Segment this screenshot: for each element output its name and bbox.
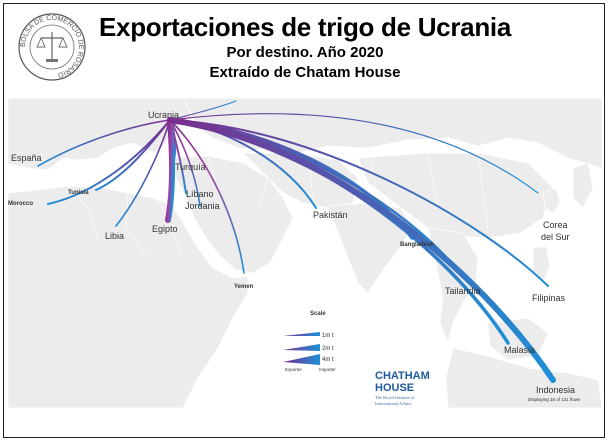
scale-legend: Scale 1m t 2m t 4m t Exporter Importer [283,311,336,372]
label-indonesia: Indonesia [536,385,575,395]
footnote: Displaying 16 of 121 flows [528,397,581,402]
flow-libia [115,119,171,227]
label-filipinas: Filipinas [532,293,566,303]
legend-item-2m: 2m t [322,346,334,352]
legend-item-4m: 4m t [322,357,334,363]
label-corea-2: del Sur [541,232,570,242]
label-ucrania: Ucrania [148,110,179,120]
flow-indonesia [167,117,556,383]
label-pakistan: Pakistán [313,210,348,220]
label-morocco: Morocco [8,201,33,207]
flow-map: Ucrania España Tunisia Morocco Libia Tur… [8,98,602,408]
landmass [8,98,602,408]
label-bangladesh: Bangladesh [400,242,434,248]
chart-title: Exportaciones de trigo de Ucrania [99,12,511,42]
label-tailandia: Tailandia [445,286,481,296]
flow-yemen [169,119,245,274]
label-libano: Líbano [186,189,214,199]
legend-item-1m: 1m t [322,333,334,339]
legend-importer: Importer [319,367,336,372]
flow-filipinas [169,119,549,287]
flow-espana [37,119,171,167]
legend-title: Scale [310,311,326,317]
chart-subtitle: Por destino. Año 2020 [226,44,384,61]
logo-line-1: CHATHAM [375,370,430,382]
label-libia: Libia [105,231,124,241]
place-labels: Ucrania España Tunisia Morocco Libia Tur… [8,110,575,395]
label-malasia: Malasia [504,345,535,355]
flow-morocco [47,119,171,205]
label-espana: España [11,153,42,163]
logo-line-2: HOUSE [375,382,414,394]
trade-flows [37,100,556,383]
label-turquia: Turquía [175,162,206,172]
flow-corea [169,113,539,194]
flow-jordania [169,119,201,207]
logo-tag-2: International Affairs [375,401,412,406]
chatham-house-logo: CHATHAM HOUSE The Royal Institute of Int… [375,370,430,406]
flow-egipto [165,117,176,223]
origin-marker [168,118,172,122]
label-egipto: Egipto [152,224,178,234]
label-jordania: Jordania [185,201,220,211]
legend-exporter: Exporter [285,367,303,372]
label-yemen: Yemen [234,284,254,290]
source-line: Extraído de Chatam House [209,64,401,81]
logo-tag-1: The Royal Institute of [375,395,415,400]
label-corea-1: Corea [543,220,568,230]
label-tunisia: Tunisia [68,190,89,196]
flow-north [169,100,237,121]
bolsa-comercio-seal: BOLSA DE COMERCIO DE ROSARIO [18,13,86,81]
